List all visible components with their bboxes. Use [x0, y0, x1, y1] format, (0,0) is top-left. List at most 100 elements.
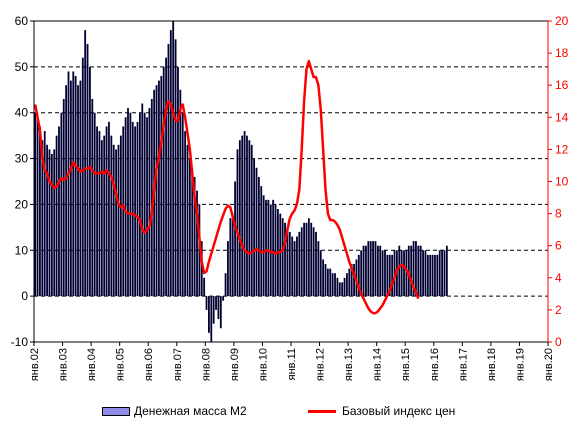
bar — [112, 144, 115, 297]
bar — [105, 126, 108, 297]
bar — [62, 98, 65, 297]
legend-label-price-index: Базовый индекс цен — [342, 404, 456, 418]
x-tick-label: янв.11 — [286, 348, 298, 380]
bar — [284, 222, 286, 297]
bar — [50, 153, 53, 297]
x-tick-label: янв.14 — [372, 348, 384, 381]
bar — [119, 135, 122, 297]
bar — [336, 277, 339, 297]
bar — [424, 250, 427, 297]
bar — [217, 296, 220, 320]
bar — [445, 245, 448, 297]
bar — [138, 112, 141, 297]
bar — [434, 254, 436, 297]
bar — [303, 222, 305, 297]
bar — [312, 227, 315, 297]
left-tick-label: -10 — [11, 335, 29, 349]
bar — [329, 268, 332, 297]
bar — [55, 135, 58, 297]
bar — [243, 131, 246, 297]
bar — [381, 250, 384, 297]
bar — [219, 296, 222, 329]
bar — [410, 245, 413, 297]
left-tick-label: 60 — [15, 14, 29, 28]
left-tick-label: 0 — [21, 289, 28, 303]
bar — [400, 250, 403, 297]
bar — [160, 76, 163, 297]
bar — [222, 296, 225, 301]
gridlines — [34, 66, 548, 297]
bar — [291, 236, 294, 297]
right-tick-label: 12 — [555, 142, 569, 156]
bar — [231, 213, 234, 297]
bar — [141, 103, 144, 297]
bar — [338, 282, 341, 297]
bar — [210, 296, 213, 342]
bar — [143, 112, 146, 297]
bar — [172, 21, 175, 297]
x-tick-label: янв.15 — [400, 348, 412, 381]
bar — [43, 131, 46, 297]
bar — [362, 245, 365, 297]
bar — [331, 273, 334, 297]
bar — [253, 158, 256, 297]
x-tick-label: янв.18 — [486, 348, 498, 381]
x-tick-label: янв.09 — [229, 348, 241, 381]
bar — [348, 268, 351, 297]
bar — [146, 117, 148, 297]
bar — [72, 71, 75, 297]
right-tick-label: 10 — [555, 175, 569, 189]
right-tick-label: 6 — [555, 239, 562, 253]
bar — [117, 144, 120, 297]
bar — [286, 227, 289, 297]
right-tick-label: 18 — [555, 46, 569, 60]
bar — [326, 268, 329, 297]
x-tick-label: янв.13 — [343, 348, 355, 381]
bar — [398, 245, 401, 297]
bar — [438, 250, 441, 297]
bar — [255, 167, 258, 297]
bar — [365, 245, 367, 297]
bar — [93, 112, 96, 297]
x-tick-label: янв.17 — [457, 348, 469, 381]
bar — [360, 250, 363, 297]
x-tick-label: янв.03 — [58, 348, 70, 381]
left-tick-label: 30 — [15, 152, 29, 166]
bar — [41, 140, 44, 297]
bar — [324, 264, 327, 297]
bar — [224, 273, 227, 297]
bar — [419, 245, 422, 297]
bar — [403, 250, 405, 297]
bar — [288, 231, 291, 297]
bar — [357, 254, 360, 297]
bar — [248, 140, 251, 297]
x-tick-label: янв.19 — [514, 348, 526, 381]
bar — [234, 181, 236, 297]
bar — [65, 85, 68, 297]
bar — [136, 121, 139, 297]
bar — [417, 245, 420, 297]
x-tick-label: янв.16 — [429, 348, 441, 381]
bar — [162, 66, 165, 297]
bar — [184, 131, 187, 297]
bar — [343, 277, 346, 297]
bar — [269, 204, 272, 297]
bar — [205, 296, 208, 310]
bar — [165, 57, 167, 297]
bar — [212, 296, 215, 324]
bar — [405, 250, 408, 297]
bar — [60, 112, 63, 297]
bar — [58, 126, 60, 297]
bar — [110, 135, 113, 297]
bar — [279, 213, 282, 297]
bar — [86, 43, 89, 297]
bar — [81, 57, 84, 297]
bar — [100, 140, 103, 297]
bar — [305, 222, 308, 297]
bar — [177, 66, 179, 297]
bar — [412, 241, 415, 297]
bar — [124, 117, 127, 297]
bar — [229, 218, 232, 297]
bar — [158, 80, 160, 297]
